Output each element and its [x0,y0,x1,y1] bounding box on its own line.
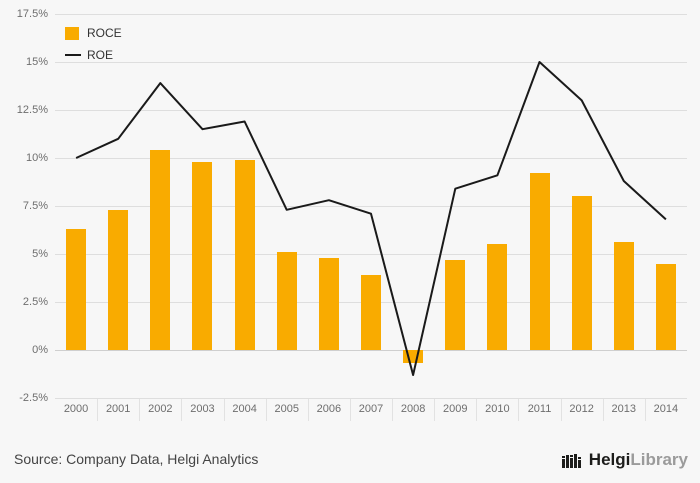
gridline [55,13,687,15]
logo-text-helgi: Helgi [588,450,631,469]
source-text: Source: Company Data, Helgi Analytics [14,451,259,467]
x-tick-divider [223,399,225,421]
x-tick-label-2003: 2003 [190,403,215,415]
x-tick-label-2009: 2009 [443,403,468,415]
y-tick-label: 10% [25,152,48,164]
roce-bar-2013 [613,242,634,350]
x-tick-label-2012: 2012 [569,403,594,415]
x-tick-divider [644,399,646,421]
logo-text: HelgiLibrary [589,450,688,470]
x-tick-divider [307,399,309,421]
gridline [55,109,687,111]
y-tick-label: 15% [25,56,48,68]
roce-bar-2008 [403,350,424,364]
roce-bar-2003 [192,161,213,350]
legend-label-roce: ROCE [87,26,122,40]
roce-swatch-icon [65,26,79,40]
chart-footer: Source: Company Data, Helgi Analytics He… [0,439,700,483]
y-tick-label: 0% [32,344,48,356]
x-tick-divider [602,399,604,421]
y-tick-label: -2.5% [19,392,48,404]
y-tick-label: 7.5% [22,200,48,212]
legend-label-roe: ROE [87,48,114,62]
y-tick-label: 17.5% [16,8,48,20]
x-tick-label-2001: 2001 [105,403,131,415]
legend-item-roe: ROE [65,44,122,66]
roce-bar-2009 [445,259,466,350]
legend-item-roce: ROCE [65,22,122,44]
x-tick-label-2006: 2006 [316,403,342,415]
x-tick-divider [560,399,562,421]
x-tick-label-2013: 2013 [611,403,637,415]
x-axis: 2000 2001 2002 2003 2004 2005 2006 2007 2008 2009… [55,399,687,421]
legend: ROCE ROE [65,22,122,66]
x-tick-label-2004: 2004 [232,403,257,415]
x-tick-divider [139,399,141,421]
helgi-library-logo: HelgiLibrary [561,449,688,471]
x-tick-label-2002: 2002 [148,403,173,415]
roce-bar-2007 [361,275,381,350]
roce-bar-2000 [66,229,87,350]
x-tick-divider [265,399,267,421]
gridline [55,61,687,63]
x-tick-label-2010: 2010 [485,403,510,415]
x-tick-divider [476,399,478,421]
y-tick-label: 5% [32,248,48,260]
plot-area: ROCE ROE [55,13,687,399]
helgi-logo-icon [561,454,581,468]
roce-bar-2002 [150,150,171,350]
x-tick-label-2014: 2014 [653,403,679,415]
x-tick-label-2011: 2011 [527,403,552,415]
y-tick-label: 12.5% [16,104,48,116]
x-tick-label-2008: 2008 [400,403,426,415]
x-tick-divider [349,399,351,421]
x-tick-divider [181,399,183,421]
x-tick-label-2000: 2000 [63,403,89,415]
roce-bar-2011 [529,173,550,350]
x-tick-divider [392,399,394,421]
roce-bar-2006 [318,257,339,350]
y-tick-label: 2.5% [22,296,48,308]
x-tick-label-2005: 2005 [274,403,299,415]
roce-bar-2001 [108,209,129,350]
roce-bar-2010 [487,244,508,350]
gridline [55,397,687,399]
x-tick-divider [518,399,520,421]
roce-bar-2014 [655,263,676,350]
roce-bar-2005 [276,252,297,350]
x-tick-divider [434,399,436,421]
roe-swatch-icon [65,54,81,56]
x-tick-divider [97,399,99,421]
logo-text-library: Library [630,450,688,469]
roce-bar-2012 [571,196,592,350]
x-tick-label-2007: 2007 [358,403,384,415]
roce-bar-2004 [234,159,255,350]
